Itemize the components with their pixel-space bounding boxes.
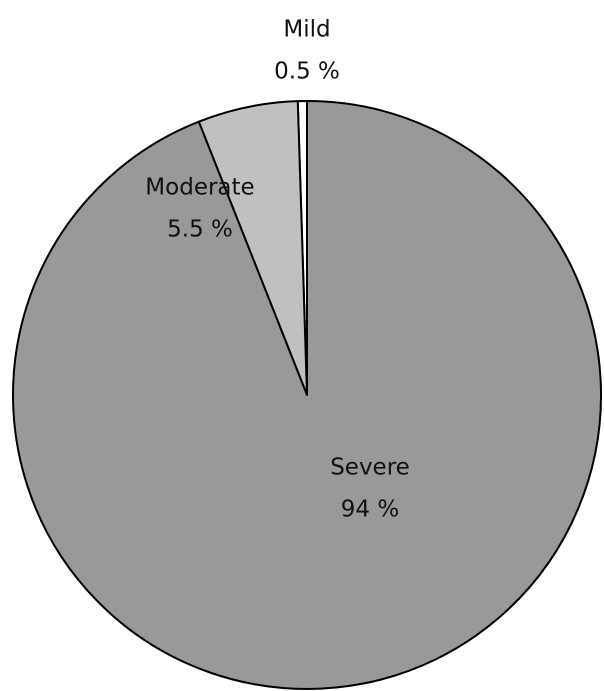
slice-value-label: 0.5 % [274, 59, 340, 85]
slice-label: Moderate [145, 175, 254, 201]
slice-value-label: 94 % [341, 497, 399, 523]
pie-slice [12, 100, 602, 690]
slice-label: Severe [330, 455, 410, 481]
slice-value-label: 5.5 % [167, 217, 233, 243]
slice-label: Mild [283, 17, 330, 43]
